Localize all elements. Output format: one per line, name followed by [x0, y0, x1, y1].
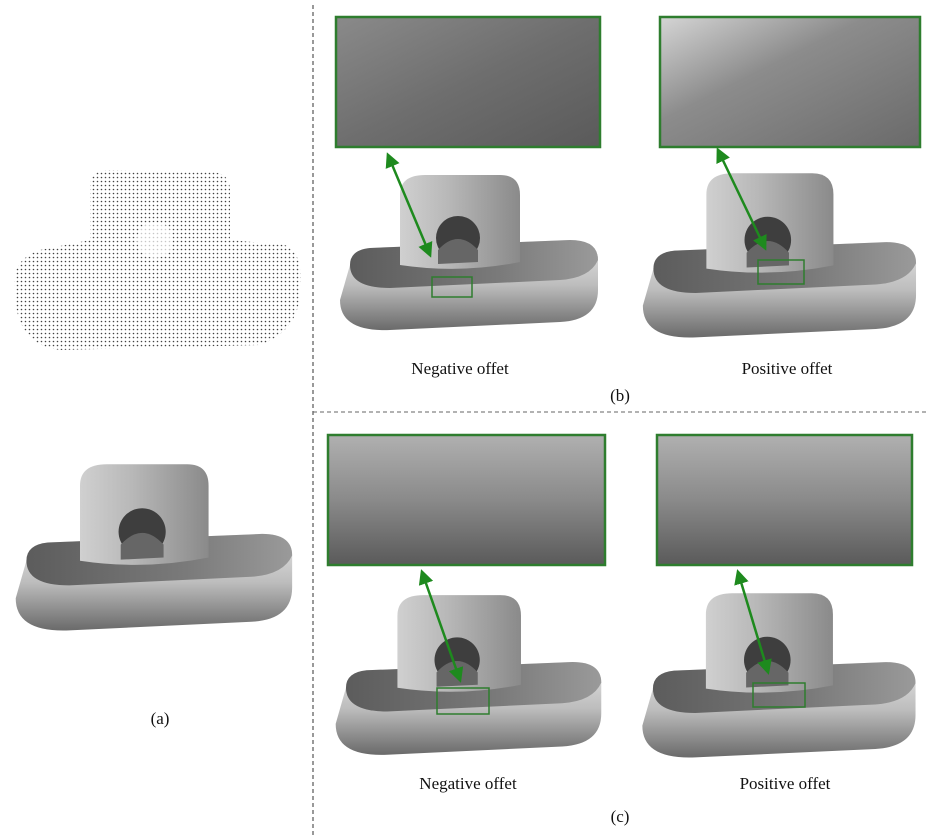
caption: Positive offet — [742, 359, 833, 378]
zoom-view — [328, 435, 605, 565]
model — [336, 595, 602, 755]
zoom-view — [336, 17, 600, 147]
caption: Negative offet — [419, 774, 517, 793]
model — [642, 593, 915, 757]
model — [16, 464, 292, 630]
model — [643, 173, 916, 337]
panel-label: (a) — [151, 709, 170, 728]
zoom-view — [660, 17, 920, 147]
caption: Positive offet — [740, 774, 831, 793]
figure: (a) Negative offet Positive offet (b) Ne… — [0, 0, 929, 835]
panel-label: (b) — [610, 386, 630, 405]
caption: Negative offet — [411, 359, 509, 378]
model — [340, 175, 598, 330]
panel-label: (c) — [611, 807, 630, 826]
zoom-view — [657, 435, 912, 565]
point-cloud — [14, 170, 301, 350]
